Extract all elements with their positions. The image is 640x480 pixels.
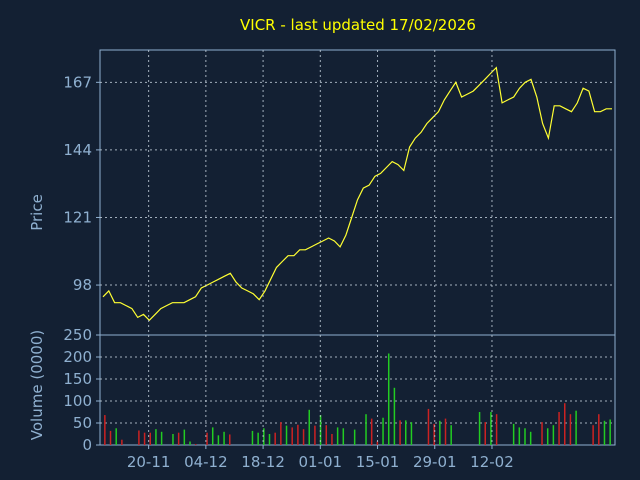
price-tick-label: 167 bbox=[63, 73, 92, 91]
volume-frame bbox=[99, 334, 616, 446]
price-tick-label: 98 bbox=[73, 276, 92, 294]
volume-tick-label: 100 bbox=[63, 392, 92, 410]
volume-tick-label: 0 bbox=[82, 436, 92, 454]
price-panel: 98 121 144 167 Price bbox=[28, 49, 616, 336]
x-tick-label: 15-01 bbox=[356, 453, 400, 471]
volume-axis-label: Volume (0000) bbox=[28, 330, 46, 440]
x-tick-label: 18-12 bbox=[241, 453, 285, 471]
price-axis-label: Price bbox=[28, 194, 46, 231]
price-tick-label: 144 bbox=[63, 141, 92, 159]
x-axis: 20-11 04-12 18-12 01-01 15-01 29-01 12-02 bbox=[127, 50, 514, 471]
x-tick-label: 20-11 bbox=[127, 453, 171, 471]
volume-tick-label: 200 bbox=[63, 348, 92, 366]
x-tick-label: 04-12 bbox=[184, 453, 228, 471]
x-tick-label: 12-02 bbox=[470, 453, 514, 471]
volume-panel: 0 50 100 150 200 250 Volume (0000) bbox=[28, 326, 616, 454]
x-tick-label: 29-01 bbox=[413, 453, 457, 471]
volume-tick-label: 150 bbox=[63, 370, 92, 388]
price-frame bbox=[99, 49, 616, 336]
price-series-line bbox=[102, 66, 612, 322]
price-tick-label: 121 bbox=[63, 208, 92, 226]
volume-tick-label: 50 bbox=[73, 414, 92, 432]
chart-title: VICR - last updated 17/02/2026 bbox=[240, 16, 476, 34]
x-tick-label: 01-01 bbox=[299, 453, 343, 471]
volume-tick-label: 250 bbox=[63, 326, 92, 344]
